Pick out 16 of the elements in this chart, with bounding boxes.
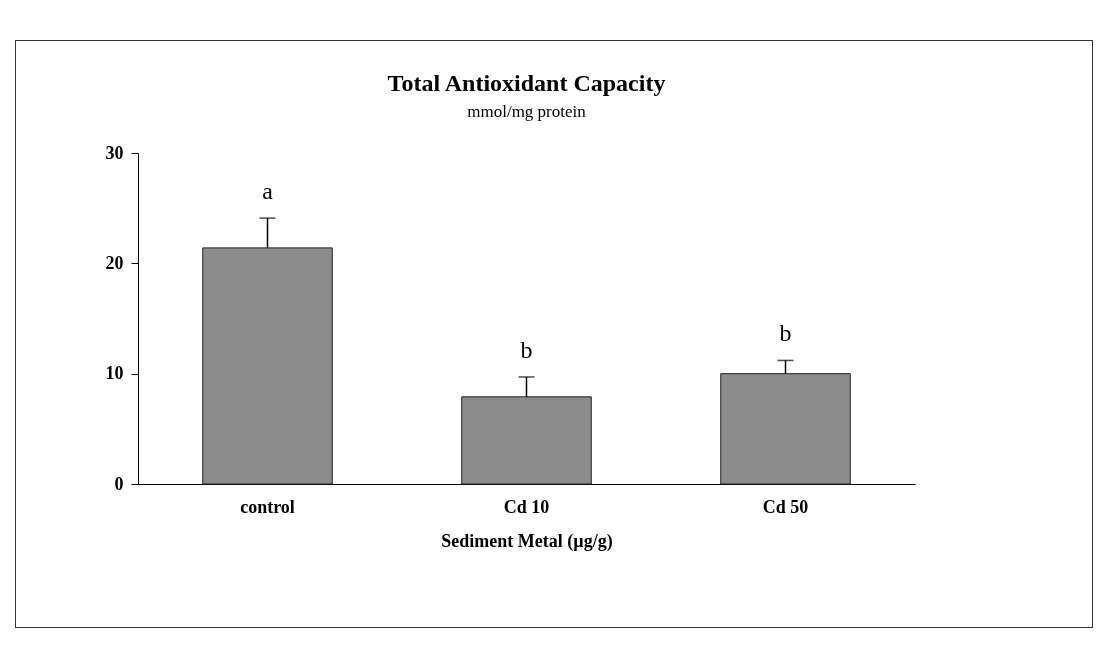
y-tick-label: 0 [114,473,124,494]
y-tick-label: 10 [105,363,124,384]
bar [720,373,851,485]
bar [461,396,592,485]
x-tick-label: control [240,496,295,517]
x-tick-label: Cd 10 [503,496,550,517]
annotation: b [520,336,533,363]
x-axis-title: Sediment Metal (µg/g) [441,530,613,552]
chart-subtitle: mmol/mg protein [467,102,587,121]
annotation: b [779,320,792,347]
annotation: a [262,178,274,205]
x-tick-label: Cd 50 [762,496,809,517]
chart-title: Total Antioxidant Capacity [387,70,666,96]
y-tick-label: 20 [105,252,124,273]
y-tick-label: 30 [105,142,124,163]
bar [202,247,333,485]
